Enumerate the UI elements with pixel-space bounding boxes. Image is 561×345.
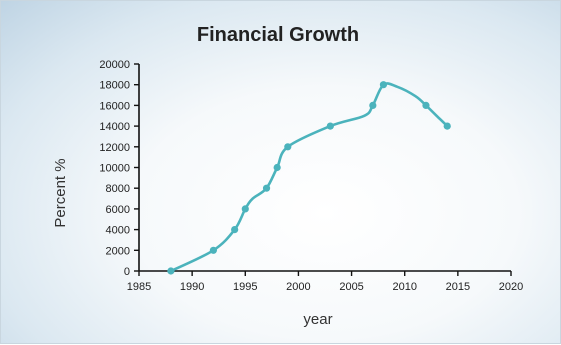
y-tick-label: 10000 bbox=[99, 163, 130, 175]
data-point bbox=[379, 81, 388, 89]
x-tick-label: 2020 bbox=[499, 281, 523, 293]
y-tick-label: 20000 bbox=[99, 59, 130, 71]
data-point bbox=[231, 226, 239, 234]
x-tick-label: 1990 bbox=[180, 281, 204, 293]
y-tick-label: 0 bbox=[124, 266, 130, 278]
chart-title: Financial Growth bbox=[197, 24, 359, 46]
x-tick-label: 1995 bbox=[233, 281, 257, 293]
data-point bbox=[167, 267, 175, 275]
y-tick-label: 12000 bbox=[99, 142, 130, 154]
series-line bbox=[170, 82, 449, 273]
data-point bbox=[262, 184, 271, 192]
x-tick-label: 2005 bbox=[339, 281, 363, 293]
data-point bbox=[443, 122, 451, 130]
x-axis: 1985 1990 1995 2000 2005 2010 2015 2020 bbox=[127, 270, 523, 293]
y-tick-label: 2000 bbox=[106, 245, 130, 257]
data-point bbox=[273, 163, 281, 172]
y-tick-label: 6000 bbox=[106, 204, 130, 216]
y-tick-label: 8000 bbox=[106, 183, 130, 195]
x-tick-label: 1985 bbox=[127, 281, 151, 293]
y-tick-label: 14000 bbox=[99, 121, 130, 133]
x-tick-label: 2015 bbox=[446, 281, 470, 293]
data-point bbox=[241, 205, 249, 213]
x-tick-label: 2000 bbox=[286, 281, 310, 293]
series-layer bbox=[167, 81, 451, 275]
x-axis-label: year bbox=[303, 311, 332, 328]
data-point bbox=[284, 143, 292, 151]
y-tick-label: 16000 bbox=[99, 100, 130, 112]
y-axis: 0 2000 4000 6000 8000 10000 12000 14000 16000 180… bbox=[99, 59, 140, 278]
data-point bbox=[369, 101, 377, 109]
y-axis-label: Percent % bbox=[52, 158, 69, 227]
y-tick-label: 18000 bbox=[99, 80, 130, 92]
data-point bbox=[209, 246, 217, 254]
y-tick-label: 4000 bbox=[106, 225, 130, 237]
data-point bbox=[326, 122, 334, 130]
data-point bbox=[422, 101, 430, 109]
x-tick-label: 2010 bbox=[392, 281, 416, 293]
